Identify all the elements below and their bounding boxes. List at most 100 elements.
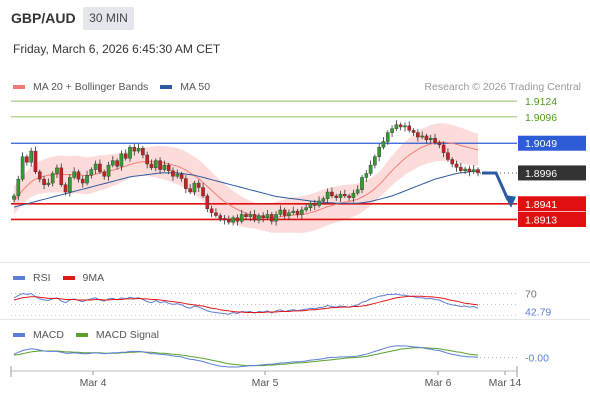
candle xyxy=(37,169,42,183)
candle-body xyxy=(321,198,326,202)
legend-label-ma50: MA 50 xyxy=(180,81,211,93)
candle-body xyxy=(93,163,98,170)
rsi-tick-70: 70 xyxy=(525,288,537,300)
legend-label-macd-signal: MACD Signal xyxy=(95,329,159,341)
candle-body xyxy=(37,171,42,180)
candle-body xyxy=(119,153,124,167)
candle-body xyxy=(463,168,467,171)
symbol-title: GBP/AUD xyxy=(11,10,76,26)
candle-body xyxy=(459,167,463,171)
legend-item-rsi: RSI xyxy=(13,272,51,284)
candle-body xyxy=(325,191,330,199)
candle xyxy=(59,163,64,187)
candle xyxy=(16,175,21,201)
candle xyxy=(209,205,214,218)
legend-item-macd: MACD xyxy=(13,329,64,341)
candle-body xyxy=(59,167,64,185)
level-label-resistance: 1.9096 xyxy=(525,112,557,124)
macd-value-label: -0.00 xyxy=(525,352,549,364)
candle xyxy=(20,152,25,182)
candle xyxy=(244,212,248,221)
candles-group xyxy=(12,120,480,226)
candle xyxy=(179,171,184,182)
candle-body xyxy=(476,169,480,174)
candle xyxy=(463,166,467,175)
candle xyxy=(424,133,429,144)
ma50-line xyxy=(13,170,479,208)
candle xyxy=(46,178,51,187)
candle xyxy=(291,206,296,215)
candle-body xyxy=(282,209,287,216)
candle xyxy=(338,190,343,203)
candle-body xyxy=(68,177,72,193)
candle xyxy=(93,160,98,175)
candle xyxy=(188,184,192,195)
candle xyxy=(153,158,158,172)
candle xyxy=(192,180,197,196)
candle-body xyxy=(274,214,278,222)
candle-body xyxy=(257,215,261,221)
candle-body xyxy=(416,132,420,138)
candle xyxy=(119,150,124,171)
candle-body xyxy=(145,154,149,165)
candle xyxy=(390,125,394,138)
legend-swatch-ma50 xyxy=(160,85,173,89)
candle-body xyxy=(411,130,416,133)
candle xyxy=(295,208,300,218)
legend-swatch-9ma xyxy=(62,276,75,280)
candle-body xyxy=(50,173,55,184)
candle-body xyxy=(334,195,339,198)
candle xyxy=(214,208,218,218)
candle-body xyxy=(269,214,274,222)
candle-body xyxy=(196,182,201,188)
candle xyxy=(106,161,111,181)
panel-divider-rsi xyxy=(0,262,590,263)
candle-body xyxy=(308,203,313,208)
candle-body xyxy=(398,124,403,128)
candle xyxy=(252,209,257,223)
candle-body xyxy=(115,160,119,167)
chart-datetime: Friday, March 6, 2026 6:45:30 AM CET xyxy=(13,42,221,56)
level-label-support: 1.8913 xyxy=(525,214,557,226)
candle xyxy=(265,209,270,221)
candle xyxy=(145,151,149,169)
rsi-9ma-line xyxy=(13,295,479,313)
candle xyxy=(403,122,407,132)
candle-body xyxy=(377,146,381,157)
candle xyxy=(377,143,381,162)
candle-body xyxy=(128,146,132,159)
candle-body xyxy=(467,168,472,173)
candle xyxy=(136,143,141,154)
candle-body xyxy=(153,160,158,169)
projection-arrow-line xyxy=(482,171,510,201)
candle xyxy=(141,146,145,159)
candle-body xyxy=(162,164,167,170)
candle xyxy=(471,165,476,175)
candle xyxy=(115,158,119,170)
candle-body xyxy=(291,210,296,213)
candle xyxy=(330,187,334,199)
candle xyxy=(381,137,386,150)
candle-body xyxy=(201,187,205,197)
candle-body xyxy=(420,135,424,138)
candle-body xyxy=(235,217,240,222)
candle-body xyxy=(33,150,38,173)
candle xyxy=(12,193,16,203)
candle xyxy=(420,131,424,140)
macd-line xyxy=(13,345,479,368)
candle-body xyxy=(63,184,68,193)
candle xyxy=(184,175,188,194)
legend-item-9ma: 9MA xyxy=(62,272,104,284)
timeframe-button[interactable]: 30 MIN xyxy=(83,7,134,30)
candle xyxy=(248,211,253,222)
candle xyxy=(317,196,321,208)
candle-body xyxy=(85,174,89,184)
candle xyxy=(72,167,76,180)
candle-body xyxy=(158,160,162,170)
candle-body xyxy=(385,132,390,142)
candle xyxy=(321,196,326,205)
candle xyxy=(312,199,317,210)
candle xyxy=(111,156,115,168)
